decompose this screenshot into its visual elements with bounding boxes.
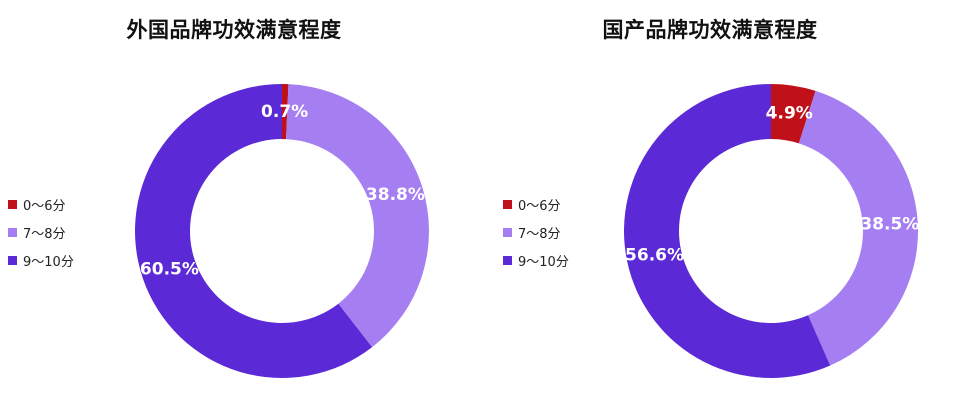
legend: 0～6分 7～8分 9～10分	[8, 190, 74, 274]
donut-chart: 4.9% 38.5% 56.6%	[624, 84, 919, 378]
slice-label: 38.5%	[860, 215, 919, 235]
slice-label: 56.6%	[625, 245, 684, 265]
legend-swatch	[503, 199, 512, 209]
chart-title: 外国品牌功效满意程度	[126, 18, 342, 42]
legend-label: 0～6分	[23, 198, 66, 214]
donut-slice	[771, 84, 816, 144]
legend-item: 9～10分	[503, 246, 569, 274]
chart-panel-foreign: 外国品牌功效满意程度 0～6分 7～8分 9～10分 0.7% 38.8% 60.5…	[8, 18, 430, 378]
donut-slice	[798, 90, 918, 366]
legend-label: 7～8分	[23, 226, 66, 242]
slice-label: 0.7%	[261, 102, 308, 122]
donut-slice	[135, 84, 373, 378]
slice-label: 60.5%	[140, 260, 199, 280]
legend-item: 7～8分	[8, 218, 74, 246]
donut-slice	[286, 84, 430, 348]
slice-label: 38.8%	[366, 185, 425, 205]
legend-swatch	[8, 227, 17, 237]
legend-item: 9～10分	[8, 246, 74, 274]
donut-slice	[624, 84, 831, 378]
donut-slice	[282, 84, 289, 140]
legend-label: 7～8分	[518, 226, 561, 242]
slice-label: 4.9%	[766, 103, 813, 123]
chart-panel-domestic: 国产品牌功效满意程度 0～6分 7～8分 9～10分 4.9% 38.5% 56.6…	[479, 0, 959, 408]
legend: 0～6分 7～8分 9～10分	[503, 190, 569, 274]
legend-swatch	[8, 255, 17, 265]
legend-item: 7～8分	[503, 218, 569, 246]
legend-swatch	[8, 199, 17, 209]
chart-title: 国产品牌功效满意程度	[602, 18, 818, 42]
legend-label: 9～10分	[518, 254, 569, 270]
legend-item: 0～6分	[8, 190, 74, 218]
donut-chart: 0.7% 38.8% 60.5%	[135, 84, 430, 378]
legend-swatch	[503, 255, 512, 265]
legend-item: 0～6分	[503, 190, 569, 218]
legend-label: 0～6分	[518, 198, 561, 214]
legend-label: 9～10分	[23, 254, 74, 270]
legend-swatch	[503, 227, 512, 237]
